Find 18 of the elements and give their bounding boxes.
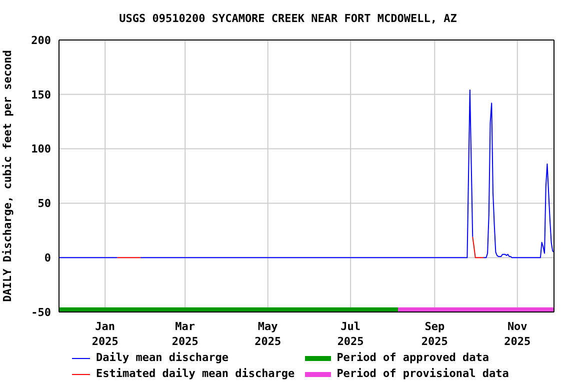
x-tick-label: Nov 2025 [504,320,531,348]
x-tick-label: Sep 2025 [421,320,448,348]
legend-label: Period of provisional data [336,366,509,382]
y-tick-label: 50 [38,197,51,210]
x-tick-label: Mar 2025 [172,320,198,348]
legend-label: Period of approved data [336,350,490,366]
y-tick-label: 150 [31,88,51,102]
y-tick-label: 0 [44,252,51,265]
x-tick-label: May 2025 [254,320,282,348]
x-tick-label: Jul 2025 [337,320,364,348]
legend-label: Estimated daily mean discharge [96,366,295,382]
y-tick-label: -50 [31,306,51,319]
x-tick-label: Jan 2025 [92,320,118,348]
y-tick-label: 200 [31,34,51,47]
y-tick-label: 100 [31,142,51,156]
chart-title: USGS 09510200 SYCAMORE CREEK NEAR FORT MCDOWELL, AZ [118,12,458,25]
legend-label: Daily mean discharge [96,350,228,366]
y-axis-title: DAILY Discharge, cubic feet per second [0,50,14,302]
